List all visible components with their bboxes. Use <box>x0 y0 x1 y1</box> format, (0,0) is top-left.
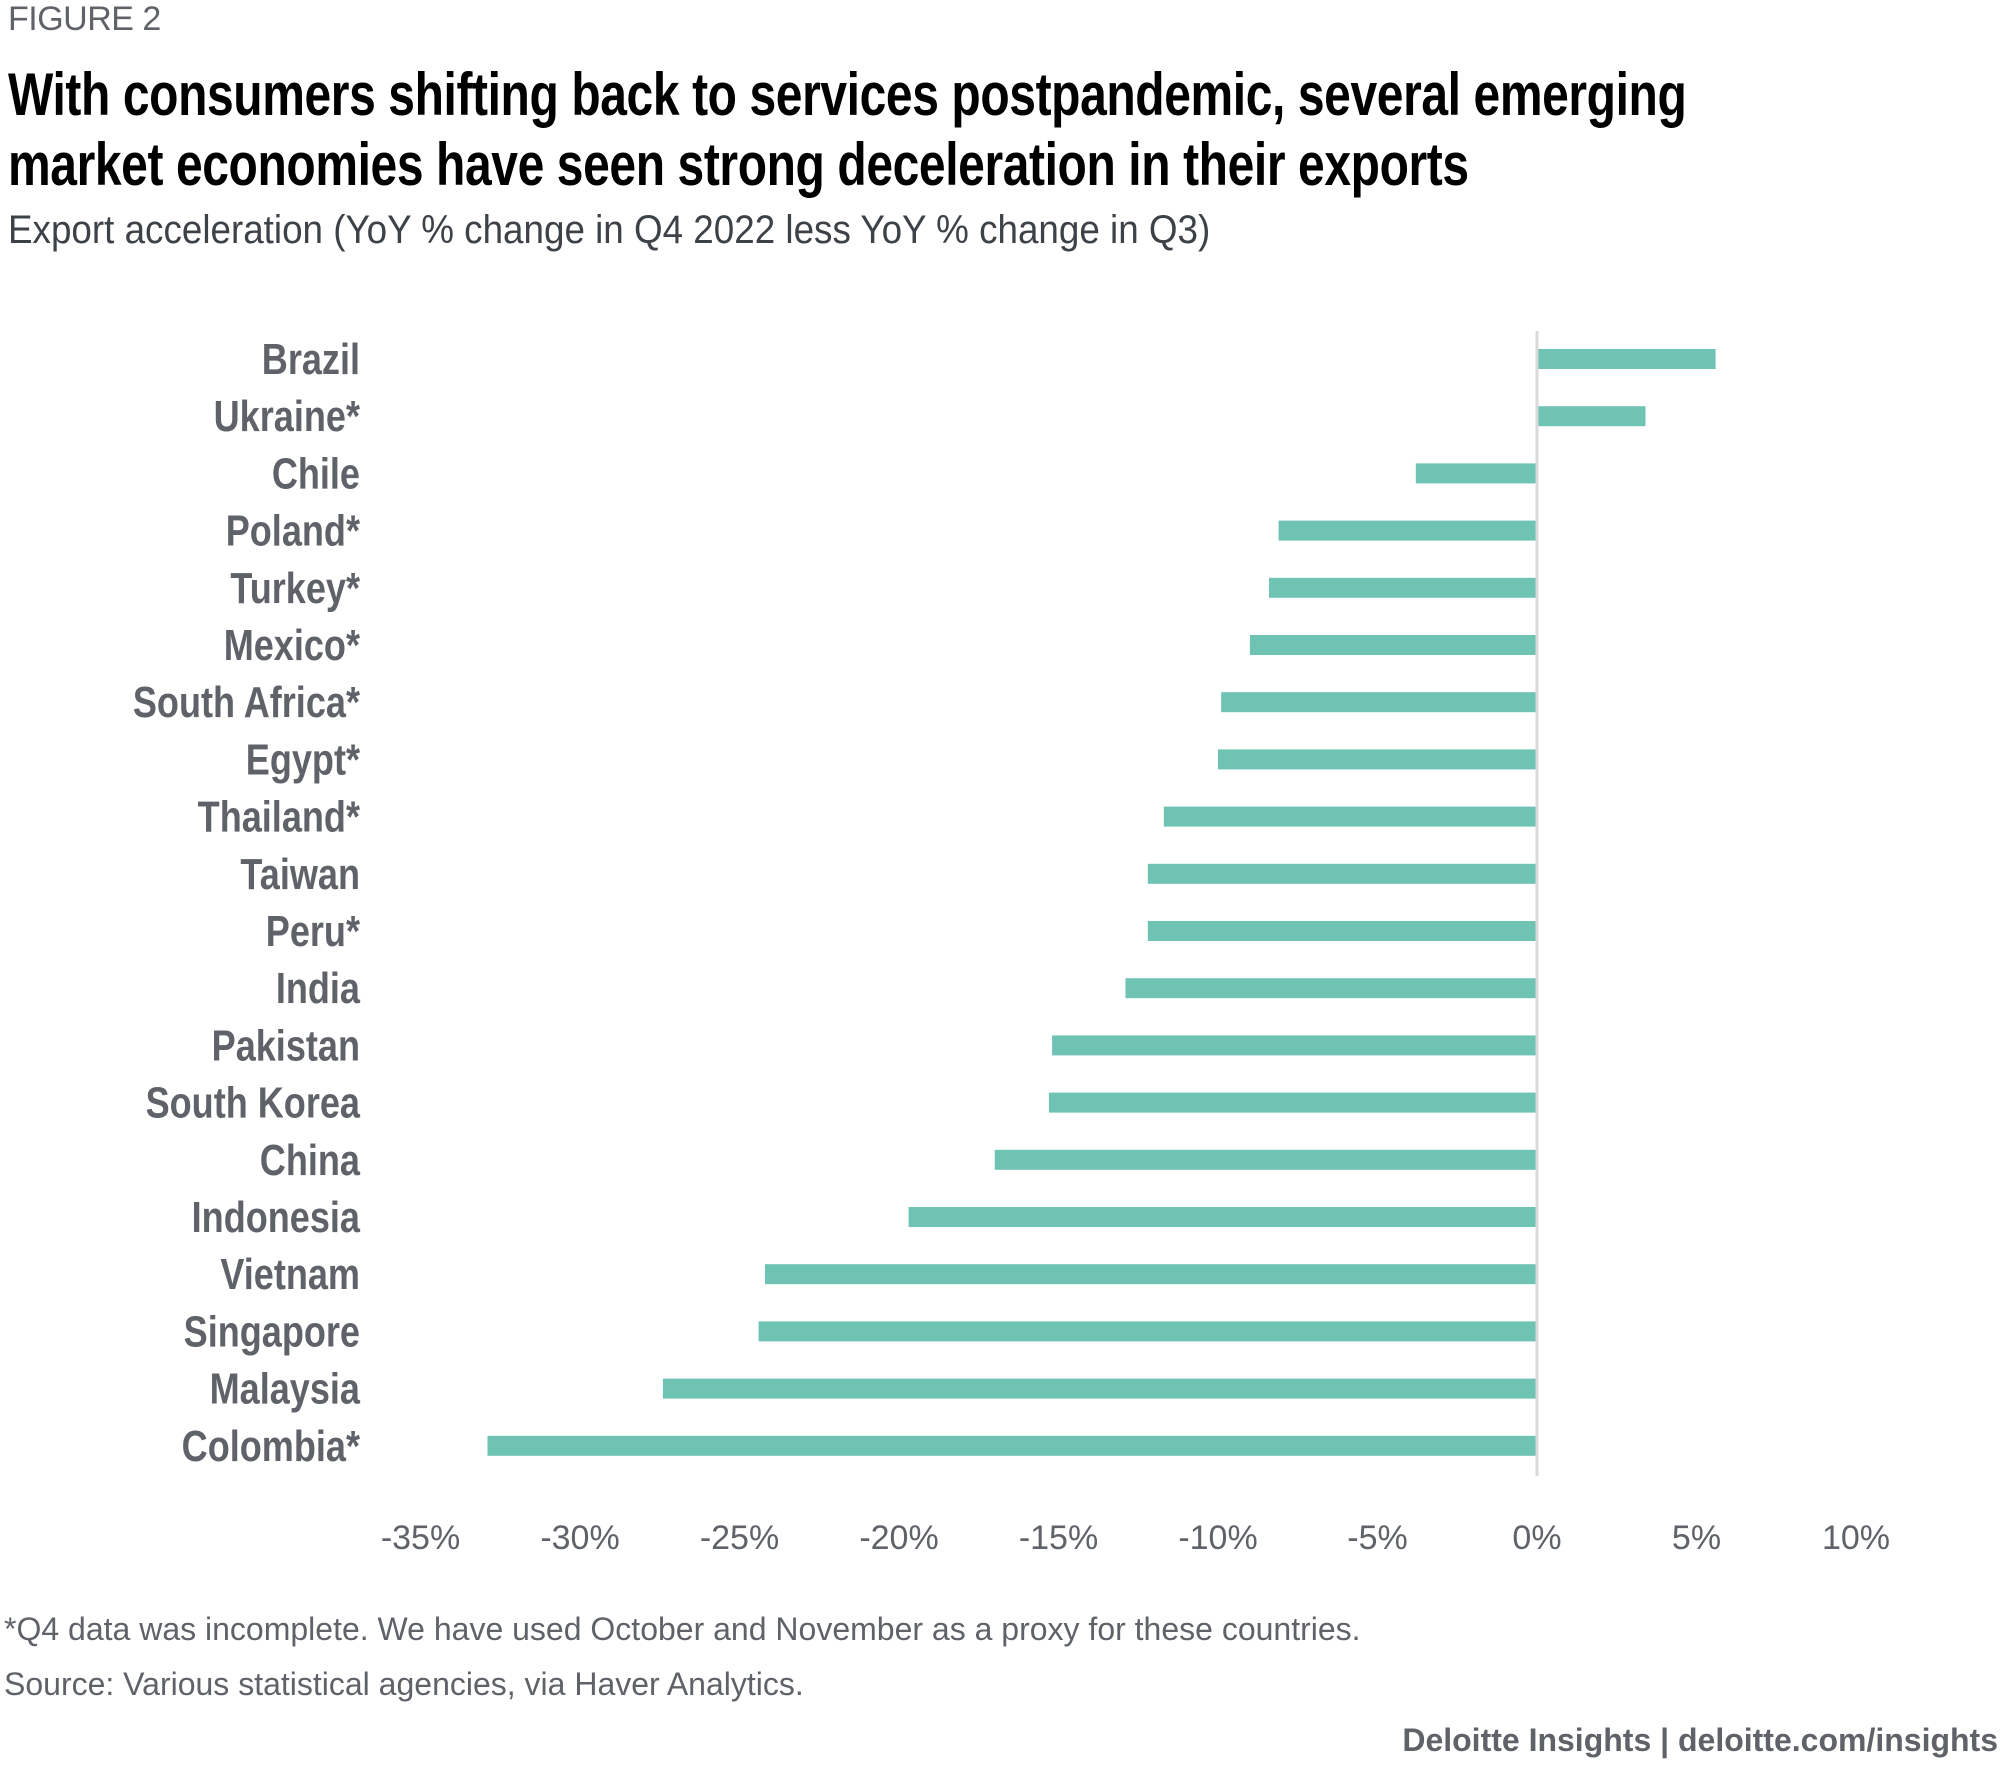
bar-turkey <box>1269 577 1537 598</box>
bar-mexico <box>1249 635 1537 655</box>
bar-taiwan <box>1147 863 1537 884</box>
category-label: Mexico* <box>224 621 361 670</box>
chart-title-line-1: With consumers shifting back to services… <box>8 61 1687 128</box>
chart-subtitle: Export acceleration (YoY % change in Q4 … <box>8 208 1211 252</box>
x-tick-label: -30% <box>540 1519 619 1557</box>
category-label: South Korea <box>146 1078 361 1127</box>
bar-chart: Brazil Ukraine* Chile Poland* Turkey* Mexico*… <box>133 331 1890 1557</box>
bar-indonesia <box>908 1207 1537 1227</box>
category-label: Taiwan <box>240 849 360 898</box>
footnote-source: Source: Various statistical agencies, vi… <box>4 1666 804 1702</box>
bar-ukraine <box>1537 406 1646 427</box>
category-label: Peru* <box>266 907 361 956</box>
x-tick-label: -10% <box>1178 1519 1257 1557</box>
category-labels: Brazil Ukraine* Chile Poland* Turkey* Mexico*… <box>133 335 361 1471</box>
category-label: Singapore <box>184 1307 360 1356</box>
bar-india <box>1125 978 1537 999</box>
category-label: Malaysia <box>210 1364 361 1413</box>
x-tick-label: -35% <box>381 1519 460 1557</box>
footnote-note: *Q4 data was incomplete. We have used Oc… <box>4 1611 1361 1647</box>
category-label: Indonesia <box>192 1193 361 1242</box>
category-label: Colombia* <box>182 1421 361 1470</box>
figure-label: FIGURE 2 <box>8 0 161 38</box>
bar-south-korea <box>1048 1092 1537 1113</box>
bar-south-africa <box>1221 692 1537 713</box>
chart-title-line-2: market economies have seen strong decele… <box>8 131 1469 198</box>
bar-singapore <box>758 1321 1537 1342</box>
x-axis-ticks: -35% -30% -25% -20% -15% -10% -5% 0% 5% 10% <box>381 1519 1890 1557</box>
x-tick-label: -20% <box>859 1519 938 1557</box>
x-tick-label: 5% <box>1672 1519 1721 1557</box>
x-tick-label: -15% <box>1019 1519 1098 1557</box>
bar-peru <box>1147 921 1537 941</box>
category-label: Turkey* <box>230 563 360 612</box>
bar-malaysia <box>662 1378 1537 1399</box>
x-tick-label: 10% <box>1822 1519 1890 1557</box>
bar-chile <box>1415 463 1537 484</box>
category-label: Ukraine* <box>214 392 361 441</box>
bar-poland <box>1278 520 1537 541</box>
category-label: China <box>260 1135 361 1184</box>
category-label: Egypt* <box>246 735 361 784</box>
bar-brazil <box>1537 349 1716 369</box>
category-label: South Africa* <box>133 678 360 727</box>
bar-thailand <box>1163 806 1537 827</box>
bar-egypt <box>1218 749 1537 770</box>
category-label: Vietnam <box>220 1250 360 1299</box>
bar-pakistan <box>1052 1035 1537 1056</box>
bar-colombia <box>487 1435 1537 1456</box>
category-label: Thailand* <box>198 792 361 841</box>
bar-china <box>994 1149 1537 1170</box>
x-tick-label: -25% <box>700 1519 779 1557</box>
category-label: Brazil <box>262 335 360 384</box>
x-tick-label: 0% <box>1512 1519 1561 1557</box>
category-label: Chile <box>272 449 360 498</box>
bars-group <box>487 349 1716 1456</box>
category-label: India <box>276 964 361 1013</box>
category-label: Poland* <box>226 506 361 555</box>
category-label: Pakistan <box>212 1021 360 1070</box>
bar-vietnam <box>765 1264 1537 1285</box>
x-tick-label: -5% <box>1347 1519 1407 1557</box>
credit-line: Deloitte Insights | deloitte.com/insight… <box>1402 1722 1998 1758</box>
